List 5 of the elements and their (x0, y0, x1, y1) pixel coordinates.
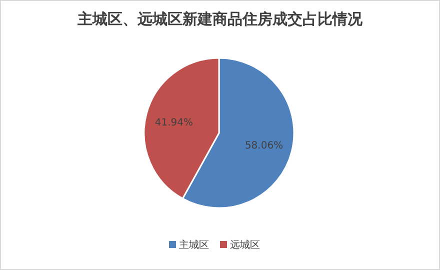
legend-label: 主城区 (179, 239, 209, 251)
legend-label: 远城区 (230, 239, 260, 251)
data-label: 58.06% (244, 140, 284, 152)
data-label: 41.94% (154, 117, 194, 128)
chart-title: 主城区、远城区新建商品住房成交占比情况 (76, 10, 364, 28)
